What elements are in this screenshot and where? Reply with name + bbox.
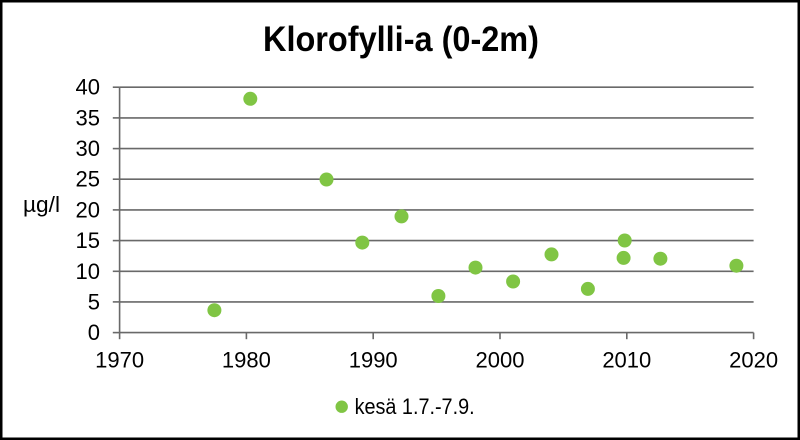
svg-text:25: 25 [76, 167, 100, 192]
svg-text:µg/l: µg/l [23, 192, 60, 217]
svg-text:40: 40 [76, 75, 100, 100]
svg-text:kesä 1.7.-7.9.: kesä 1.7.-7.9. [355, 394, 475, 419]
svg-text:30: 30 [76, 136, 100, 161]
svg-text:2020: 2020 [729, 348, 778, 373]
svg-text:10: 10 [76, 259, 100, 284]
svg-text:Klorofylli-a (0-2m): Klorofylli-a (0-2m) [263, 20, 539, 59]
svg-text:1970: 1970 [95, 348, 144, 373]
svg-text:15: 15 [76, 228, 100, 253]
svg-text:0: 0 [88, 320, 100, 345]
svg-text:35: 35 [76, 105, 100, 130]
svg-text:2010: 2010 [602, 348, 651, 373]
svg-text:1980: 1980 [222, 348, 271, 373]
svg-text:20: 20 [76, 197, 100, 222]
svg-text:1990: 1990 [349, 348, 398, 373]
svg-text:2000: 2000 [476, 348, 525, 373]
svg-text:5: 5 [88, 289, 100, 314]
